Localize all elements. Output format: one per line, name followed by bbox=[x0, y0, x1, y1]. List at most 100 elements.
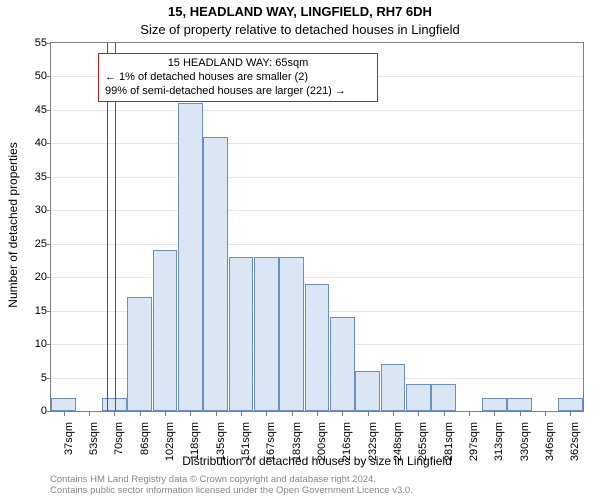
histogram-bar bbox=[507, 398, 532, 411]
x-tick-label: 37sqm bbox=[63, 422, 75, 472]
x-tick-label: 135sqm bbox=[215, 422, 227, 472]
x-tick-mark bbox=[89, 412, 90, 416]
y-tick-label: 10 bbox=[17, 338, 47, 350]
histogram-bar bbox=[254, 257, 279, 411]
x-tick-mark bbox=[190, 412, 191, 416]
x-tick-mark bbox=[393, 412, 394, 416]
gridline bbox=[51, 277, 583, 278]
x-tick-label: 216sqm bbox=[341, 422, 353, 472]
y-tick-label: 5 bbox=[17, 372, 47, 384]
histogram-bar bbox=[127, 297, 152, 411]
histogram-bar bbox=[431, 384, 456, 411]
y-tick-mark bbox=[46, 210, 50, 211]
y-tick-label: 35 bbox=[17, 171, 47, 183]
chart-container: 15, HEADLAND WAY, LINGFIELD, RH7 6DH Siz… bbox=[0, 0, 600, 500]
histogram-bar bbox=[558, 398, 583, 411]
x-tick-label: 151sqm bbox=[240, 422, 252, 472]
x-tick-label: 346sqm bbox=[544, 422, 556, 472]
histogram-bar bbox=[482, 398, 507, 411]
x-tick-label: 53sqm bbox=[88, 422, 100, 472]
y-tick-label: 15 bbox=[17, 305, 47, 317]
x-tick-mark bbox=[342, 412, 343, 416]
x-tick-mark bbox=[114, 412, 115, 416]
x-tick-mark bbox=[266, 412, 267, 416]
title-subtitle: Size of property relative to detached ho… bbox=[0, 22, 600, 37]
y-tick-mark bbox=[46, 177, 50, 178]
x-tick-label: 330sqm bbox=[519, 422, 531, 472]
y-tick-label: 50 bbox=[17, 70, 47, 82]
x-tick-label: 102sqm bbox=[164, 422, 176, 472]
gridline bbox=[51, 143, 583, 144]
y-tick-mark bbox=[46, 76, 50, 77]
x-tick-mark bbox=[140, 412, 141, 416]
x-tick-mark bbox=[317, 412, 318, 416]
x-tick-mark bbox=[469, 412, 470, 416]
histogram-bar bbox=[178, 103, 203, 411]
y-tick-label: 40 bbox=[17, 137, 47, 149]
gridline bbox=[51, 177, 583, 178]
annotation-box: 15 HEADLAND WAY: 65sqm← 1% of detached h… bbox=[98, 53, 378, 102]
x-tick-label: 281sqm bbox=[443, 422, 455, 472]
x-tick-mark bbox=[368, 412, 369, 416]
annotation-line: 99% of semi-detached houses are larger (… bbox=[105, 85, 371, 99]
histogram-bar bbox=[355, 371, 380, 411]
y-axis-label: Number of detached properties bbox=[6, 40, 20, 410]
x-tick-label: 232sqm bbox=[367, 422, 379, 472]
x-tick-label: 362sqm bbox=[569, 422, 581, 472]
histogram-bar bbox=[305, 284, 330, 411]
y-tick-mark bbox=[46, 143, 50, 144]
annotation-line: 15 HEADLAND WAY: 65sqm bbox=[105, 57, 371, 71]
gridline bbox=[51, 110, 583, 111]
y-tick-mark bbox=[46, 277, 50, 278]
y-tick-label: 0 bbox=[17, 405, 47, 417]
x-tick-label: 118sqm bbox=[189, 422, 201, 472]
histogram-bar bbox=[153, 250, 178, 411]
y-tick-mark bbox=[46, 110, 50, 111]
histogram-bar bbox=[229, 257, 254, 411]
x-tick-label: 86sqm bbox=[139, 422, 151, 472]
histogram-bar bbox=[406, 384, 431, 411]
attribution-text: Contains HM Land Registry data © Crown c… bbox=[50, 474, 413, 497]
y-tick-mark bbox=[46, 411, 50, 412]
histogram-bar bbox=[203, 137, 228, 411]
y-tick-label: 25 bbox=[17, 238, 47, 250]
y-tick-label: 45 bbox=[17, 104, 47, 116]
annotation-line: ← 1% of detached houses are smaller (2) bbox=[105, 71, 371, 85]
x-tick-mark bbox=[165, 412, 166, 416]
x-tick-mark bbox=[216, 412, 217, 416]
histogram-bar bbox=[330, 317, 355, 411]
gridline bbox=[51, 210, 583, 211]
attribution-line-1: Contains HM Land Registry data © Crown c… bbox=[50, 474, 413, 485]
x-tick-label: 248sqm bbox=[392, 422, 404, 472]
y-tick-mark bbox=[46, 43, 50, 44]
x-tick-label: 200sqm bbox=[316, 422, 328, 472]
histogram-bar bbox=[381, 364, 406, 411]
x-tick-mark bbox=[64, 412, 65, 416]
x-tick-label: 167sqm bbox=[265, 422, 277, 472]
y-tick-mark bbox=[46, 244, 50, 245]
gridline bbox=[51, 244, 583, 245]
x-tick-mark bbox=[545, 412, 546, 416]
histogram-bar bbox=[51, 398, 76, 411]
x-tick-mark bbox=[444, 412, 445, 416]
x-tick-mark bbox=[241, 412, 242, 416]
x-tick-mark bbox=[494, 412, 495, 416]
title-address: 15, HEADLAND WAY, LINGFIELD, RH7 6DH bbox=[0, 4, 600, 19]
x-tick-label: 265sqm bbox=[417, 422, 429, 472]
x-tick-label: 313sqm bbox=[493, 422, 505, 472]
y-tick-mark bbox=[46, 378, 50, 379]
x-tick-mark bbox=[570, 412, 571, 416]
y-tick-label: 20 bbox=[17, 271, 47, 283]
x-tick-label: 183sqm bbox=[291, 422, 303, 472]
y-tick-mark bbox=[46, 311, 50, 312]
x-tick-label: 70sqm bbox=[113, 422, 125, 472]
x-tick-mark bbox=[520, 412, 521, 416]
histogram-bar bbox=[279, 257, 304, 411]
y-tick-mark bbox=[46, 344, 50, 345]
x-tick-mark bbox=[292, 412, 293, 416]
x-tick-label: 297sqm bbox=[468, 422, 480, 472]
attribution-line-2: Contains public sector information licen… bbox=[50, 485, 413, 496]
y-tick-label: 55 bbox=[17, 37, 47, 49]
x-tick-mark bbox=[418, 412, 419, 416]
y-tick-label: 30 bbox=[17, 204, 47, 216]
